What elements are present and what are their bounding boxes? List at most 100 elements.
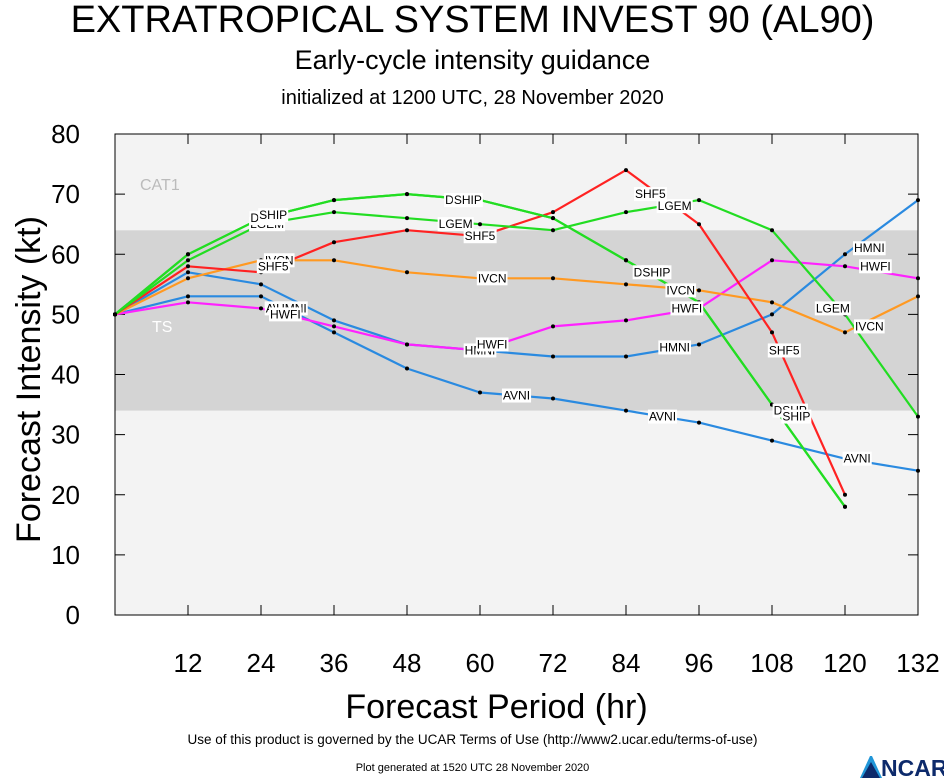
series-line-hmni bbox=[114, 199, 919, 358]
data-point-shf5 bbox=[405, 228, 409, 233]
series-line-lgem bbox=[114, 199, 919, 418]
data-point-hmni bbox=[624, 354, 628, 359]
data-point-ship bbox=[405, 192, 409, 197]
series-label-avni: AVNI bbox=[844, 452, 871, 466]
data-point-hmni bbox=[916, 198, 920, 203]
series-label-bg bbox=[647, 409, 678, 424]
series-label-shf5: SHF5 bbox=[635, 187, 666, 201]
data-point-hwfi bbox=[843, 264, 847, 269]
y-tick-label: 0 bbox=[66, 600, 80, 630]
x-tick-label: 132 bbox=[896, 648, 939, 678]
series-label-avni: AVNI bbox=[649, 410, 676, 424]
data-point-hmni bbox=[259, 282, 263, 287]
series-label-bg bbox=[476, 271, 508, 286]
data-point-ship bbox=[332, 198, 336, 203]
series-label-lgem: LGEM bbox=[439, 217, 473, 231]
data-point-shf5 bbox=[770, 330, 774, 335]
series-label-ivcn: IVCN bbox=[478, 271, 507, 285]
data-point-shf5 bbox=[624, 168, 628, 173]
y-tick-label: 30 bbox=[51, 420, 80, 450]
data-point-avni bbox=[259, 294, 263, 299]
ncar-logo: NCAR bbox=[860, 755, 944, 780]
data-point-ivcn bbox=[770, 300, 774, 305]
y-tick-label: 70 bbox=[51, 179, 80, 209]
series-label-ship: SHIP bbox=[454, 193, 482, 207]
series-label-bg bbox=[656, 199, 693, 214]
data-point-hmni bbox=[186, 270, 190, 275]
data-point-ivcn bbox=[843, 330, 847, 335]
series-line-ivcn bbox=[114, 259, 919, 334]
data-point-ivcn bbox=[186, 276, 190, 281]
data-point-hwfi bbox=[259, 306, 263, 311]
series-label-hmni: HMNI bbox=[659, 340, 690, 354]
series-label-hwfi: HWFI bbox=[270, 307, 301, 321]
data-point-ivcn bbox=[916, 294, 920, 299]
x-axis-label: Forecast Period (hr) bbox=[345, 688, 647, 726]
data-point-hmni bbox=[697, 342, 701, 347]
series-label-ivcn: IVCN bbox=[666, 283, 695, 297]
data-point-hwfi bbox=[332, 324, 336, 329]
x-tick-label: 120 bbox=[823, 648, 866, 678]
data-point-hmni bbox=[551, 354, 555, 359]
series-label-ship: SHIP bbox=[782, 410, 810, 424]
series-label-hwfi: HWFI bbox=[477, 337, 508, 351]
series-label-shf5: SHF5 bbox=[465, 229, 496, 243]
data-point-hmni bbox=[843, 252, 847, 257]
x-tick-label: 84 bbox=[612, 648, 641, 678]
series-label-bg bbox=[501, 388, 532, 403]
x-tick-label: 108 bbox=[750, 648, 793, 678]
x-tick-label: 24 bbox=[247, 648, 276, 678]
data-point-ivcn bbox=[332, 258, 336, 263]
series-label-bg bbox=[269, 307, 302, 322]
data-point-ship bbox=[113, 312, 117, 317]
band-label-ts: TS bbox=[152, 319, 172, 336]
data-point-hwfi bbox=[551, 324, 555, 329]
series-label-bg bbox=[814, 301, 851, 316]
data-point-ivcn bbox=[551, 276, 555, 281]
band-cat1 bbox=[115, 134, 918, 231]
series-label-ivcn: IVCN bbox=[855, 319, 884, 333]
series-line-hwfi bbox=[114, 259, 919, 352]
data-point-hmni bbox=[332, 318, 336, 323]
chart-title: EXTRATROPICAL SYSTEM INVEST 90 (AL90) bbox=[70, 0, 875, 41]
series-label-avni: AVNI bbox=[503, 389, 530, 403]
series-label-shf5: SHF5 bbox=[769, 343, 800, 357]
data-point-avni bbox=[478, 390, 482, 395]
series-label-bg bbox=[437, 217, 474, 232]
data-point-hwfi bbox=[186, 300, 190, 305]
x-tick-label: 72 bbox=[539, 648, 568, 678]
x-tick-label: 60 bbox=[466, 648, 495, 678]
y-tick-label: 40 bbox=[51, 360, 80, 390]
series-label-bg bbox=[258, 208, 289, 223]
data-point-shf5 bbox=[186, 264, 190, 269]
data-point-shf5 bbox=[551, 210, 555, 215]
data-point-avni bbox=[624, 408, 628, 413]
data-point-ivcn bbox=[624, 282, 628, 287]
series-label-ship: SHIP bbox=[642, 265, 670, 279]
series-label-hwfi: HWFI bbox=[860, 259, 891, 273]
data-point-lgem bbox=[551, 228, 555, 233]
series-label-bg bbox=[853, 319, 885, 334]
data-point-ivcn bbox=[697, 288, 701, 293]
series-label-bg bbox=[852, 241, 886, 256]
series-label-bg bbox=[842, 451, 872, 466]
series-label-lgem: LGEM bbox=[816, 301, 850, 315]
data-point-ship bbox=[551, 216, 555, 221]
data-point-lgem bbox=[405, 216, 409, 221]
data-point-avni bbox=[186, 294, 190, 299]
plot-generated-text: Plot generated at 1520 UTC 28 November 2… bbox=[355, 762, 590, 774]
series-label-bg bbox=[452, 193, 483, 208]
data-point-hwfi bbox=[916, 276, 920, 281]
series-label-hwfi: HWFI bbox=[672, 301, 703, 315]
series-label-bg bbox=[256, 259, 290, 274]
series-label-shf5: SHF5 bbox=[258, 259, 289, 273]
x-tick-label: 36 bbox=[320, 648, 349, 678]
data-point-lgem bbox=[332, 210, 336, 215]
terms-of-use-text[interactable]: Use of this product is governed by the U… bbox=[187, 732, 758, 747]
chart-subtitle: Early-cycle intensity guidance bbox=[294, 45, 651, 75]
y-axis-label: Forecast Intensity (kt) bbox=[10, 216, 48, 543]
data-point-hwfi bbox=[624, 318, 628, 323]
data-point-avni bbox=[405, 366, 409, 371]
series-label-ship: SHIP bbox=[259, 208, 287, 222]
data-point-hwfi bbox=[405, 342, 409, 347]
